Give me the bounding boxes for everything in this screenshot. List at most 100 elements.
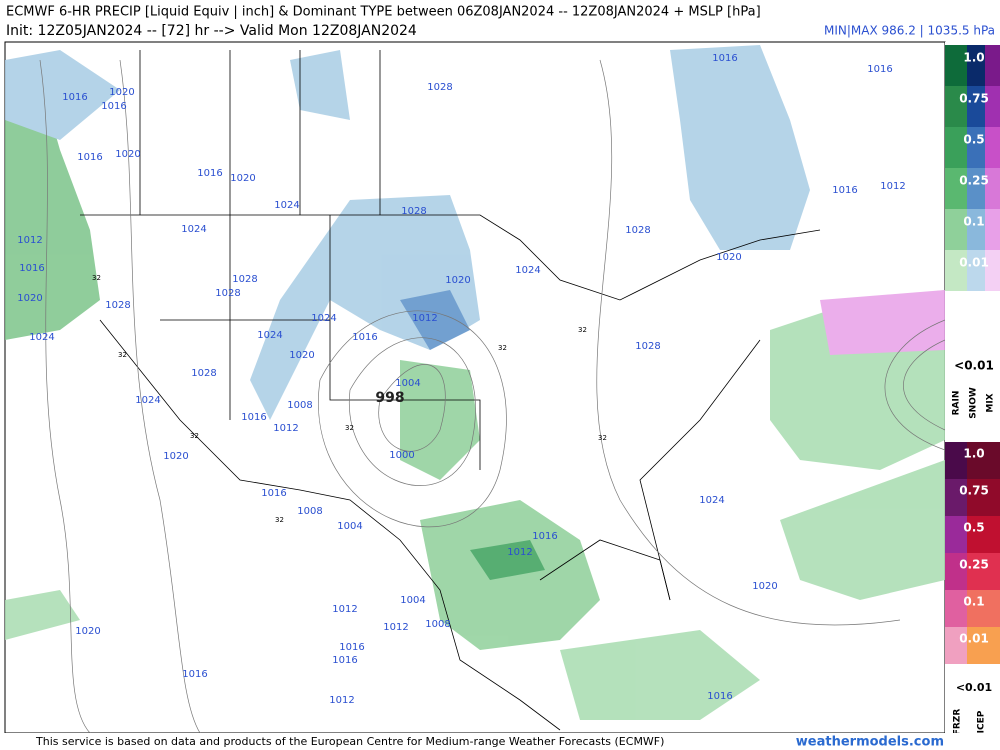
isobar-label: 1000 (389, 450, 414, 461)
freezing-label: 32 (498, 344, 507, 352)
legend-swatch (985, 45, 1000, 86)
isobar-label: 1016 (332, 655, 357, 666)
legend-swatch (945, 553, 967, 590)
legend-swatch (945, 479, 967, 516)
legend-swatch (945, 250, 967, 291)
isobar-label: 1012 (383, 622, 408, 633)
isobar-label: 1028 (215, 288, 240, 299)
isobar-label: 1028 (427, 82, 452, 93)
legend-below: <0.01 (956, 681, 992, 694)
isobar-label: 1008 (287, 400, 312, 411)
legend-swatch (967, 86, 985, 127)
isobar-label: 1016 (241, 412, 266, 423)
freezing-label: 32 (578, 326, 587, 334)
isobar-label: 1020 (289, 350, 314, 361)
isobar-label: 1016 (712, 53, 737, 64)
isobar-label: 1016 (707, 691, 732, 702)
isobar-label: 1020 (17, 293, 42, 304)
isobar-label: 1020 (75, 626, 100, 637)
legend-swatch (967, 627, 1000, 664)
legend-swatch (967, 516, 1000, 553)
footer-site: weathermodels.com (796, 735, 944, 750)
isobar-label: 1028 (191, 368, 216, 379)
legend-swatch (945, 442, 967, 479)
freezing-label: 32 (190, 432, 199, 440)
isobar-label: 1016 (867, 64, 892, 75)
freezing-label: 32 (118, 351, 127, 359)
isobar-label: 1028 (105, 300, 130, 311)
isobar-label: 1024 (274, 200, 299, 211)
isobar-label: 1020 (445, 275, 470, 286)
legend-level: 0.75 (959, 92, 989, 106)
isobar-label: 1016 (77, 152, 102, 163)
legend-level: 0.25 (959, 558, 989, 572)
map: 1016 1016 1016 1020 1016 1020 1016 1016 1020 1028… (4, 41, 946, 734)
legend-level: 0.1 (963, 215, 984, 229)
legend-level: 1.0 (963, 51, 984, 65)
freezing-label: 32 (345, 424, 354, 432)
isobar-label: 1024 (257, 330, 282, 341)
legend-swatch (967, 250, 985, 291)
title: ECMWF 6-HR PRECIP [Liquid Equiv | inch] … (6, 5, 761, 20)
freezing-label: 32 (598, 434, 607, 442)
freezing-label: 32 (275, 516, 284, 524)
isobar-label: 1020 (115, 149, 140, 160)
legend-swatch (985, 86, 1000, 127)
isobar-label: 1020 (109, 87, 134, 98)
footer-credit: This service is based on data and produc… (35, 735, 664, 748)
legend-swatch (945, 590, 967, 627)
precip (5, 45, 945, 720)
legend-below: <0.01 (954, 359, 994, 373)
isobar-label: 1024 (181, 224, 206, 235)
isobar-label: 1024 (699, 495, 724, 506)
legend-type: SNOW (969, 387, 979, 419)
legend-type: FRZR (953, 709, 963, 736)
legend-swatch (945, 627, 967, 664)
legend-swatch (967, 45, 985, 86)
isobar-label: 1008 (425, 619, 450, 630)
footer-bg (0, 733, 1000, 750)
legend-level: 0.1 (963, 595, 984, 609)
legend-swatch (985, 168, 1000, 209)
legend-swatch (967, 479, 1000, 516)
legend-swatch (945, 209, 967, 250)
isobar-label: 1020 (230, 173, 255, 184)
isobar-label: 1016 (352, 332, 377, 343)
legend-swatch (985, 209, 1000, 250)
isobar-label: 1016 (339, 642, 364, 653)
isobar-label: 1024 (311, 313, 336, 324)
low-pressure-label: 998 (375, 390, 404, 406)
isobar-label: 1028 (625, 225, 650, 236)
isobar-label: 1028 (401, 206, 426, 217)
borders (80, 50, 821, 731)
legend-swatch (967, 553, 1000, 590)
legend-swatch (985, 250, 1000, 291)
legend-swatch (945, 45, 967, 86)
isobar-label: 1012 (273, 423, 298, 434)
legend-level: 0.01 (959, 256, 989, 270)
isobar-label: 1020 (163, 451, 188, 462)
legend: 1.0 0.75 0.5 0.25 0.1 0.01 <0.01 RAIN SNOW MIX 1.0… (945, 42, 1000, 735)
legend-level: 0.5 (963, 133, 984, 147)
isobar-label: 1004 (400, 595, 425, 606)
isobar-label: 1012 (412, 313, 437, 324)
legend-swatch (967, 590, 1000, 627)
legend-swatch (967, 127, 985, 168)
legend-swatch (945, 516, 967, 553)
isobar-label: 1016 (62, 92, 87, 103)
legend-level: 0.75 (959, 484, 989, 498)
legend-level: 0.25 (959, 174, 989, 188)
isobar-label: 1024 (135, 395, 160, 406)
legend-level: 0.5 (963, 521, 984, 535)
legend-level: 0.01 (959, 632, 989, 646)
legend-swatch (945, 127, 967, 168)
isobar-label: 1028 (635, 341, 660, 352)
isobar-label: 1016 (19, 263, 44, 274)
legend-swatch (967, 442, 1000, 479)
isobar-label: 1016 (261, 488, 286, 499)
legend-level: 1.0 (963, 447, 984, 461)
isobar-label: 1020 (752, 581, 777, 592)
isobar-label: 1016 (532, 531, 557, 542)
